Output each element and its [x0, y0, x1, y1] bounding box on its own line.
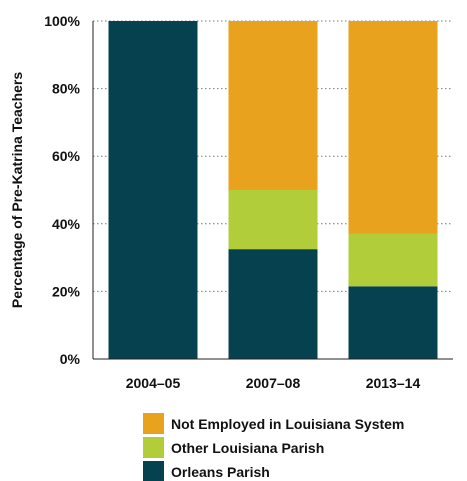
- bar-segment: [108, 21, 198, 359]
- bar-segment: [228, 21, 318, 190]
- y-tick-label: 20%: [52, 283, 81, 299]
- y-axis-title: Percentage of Pre-Katrina Teachers: [9, 72, 25, 308]
- legend-swatch: [143, 413, 164, 434]
- x-tick-label: 2004–05: [126, 375, 181, 391]
- y-tick-label: 100%: [44, 13, 80, 29]
- bars: [108, 21, 438, 359]
- y-tick-label: 0%: [60, 351, 81, 367]
- x-tick-label: 2013–14: [366, 375, 421, 391]
- y-tick-label: 80%: [52, 81, 81, 97]
- legend-label: Other Louisiana Parish: [171, 440, 324, 456]
- axes: 0% 20% 40% 60% 80% 100% 2004–05 2007–08 2013–14: [44, 13, 453, 391]
- bar-segment: [228, 190, 318, 250]
- legend: Not Employed in Louisiana System Other Lo…: [143, 413, 404, 481]
- x-tick-label: 2007–08: [246, 375, 301, 391]
- y-tick-label: 40%: [52, 216, 81, 232]
- legend-swatch: [143, 437, 164, 458]
- legend-swatch: [143, 461, 164, 481]
- bar-segment: [348, 21, 438, 234]
- bar-segment: [348, 233, 438, 287]
- y-tick-label: 60%: [52, 148, 81, 164]
- bar-segment: [348, 286, 438, 359]
- bar-segment: [228, 249, 318, 359]
- legend-label: Orleans Parish: [171, 464, 270, 480]
- legend-label: Not Employed in Louisiana System: [171, 416, 404, 432]
